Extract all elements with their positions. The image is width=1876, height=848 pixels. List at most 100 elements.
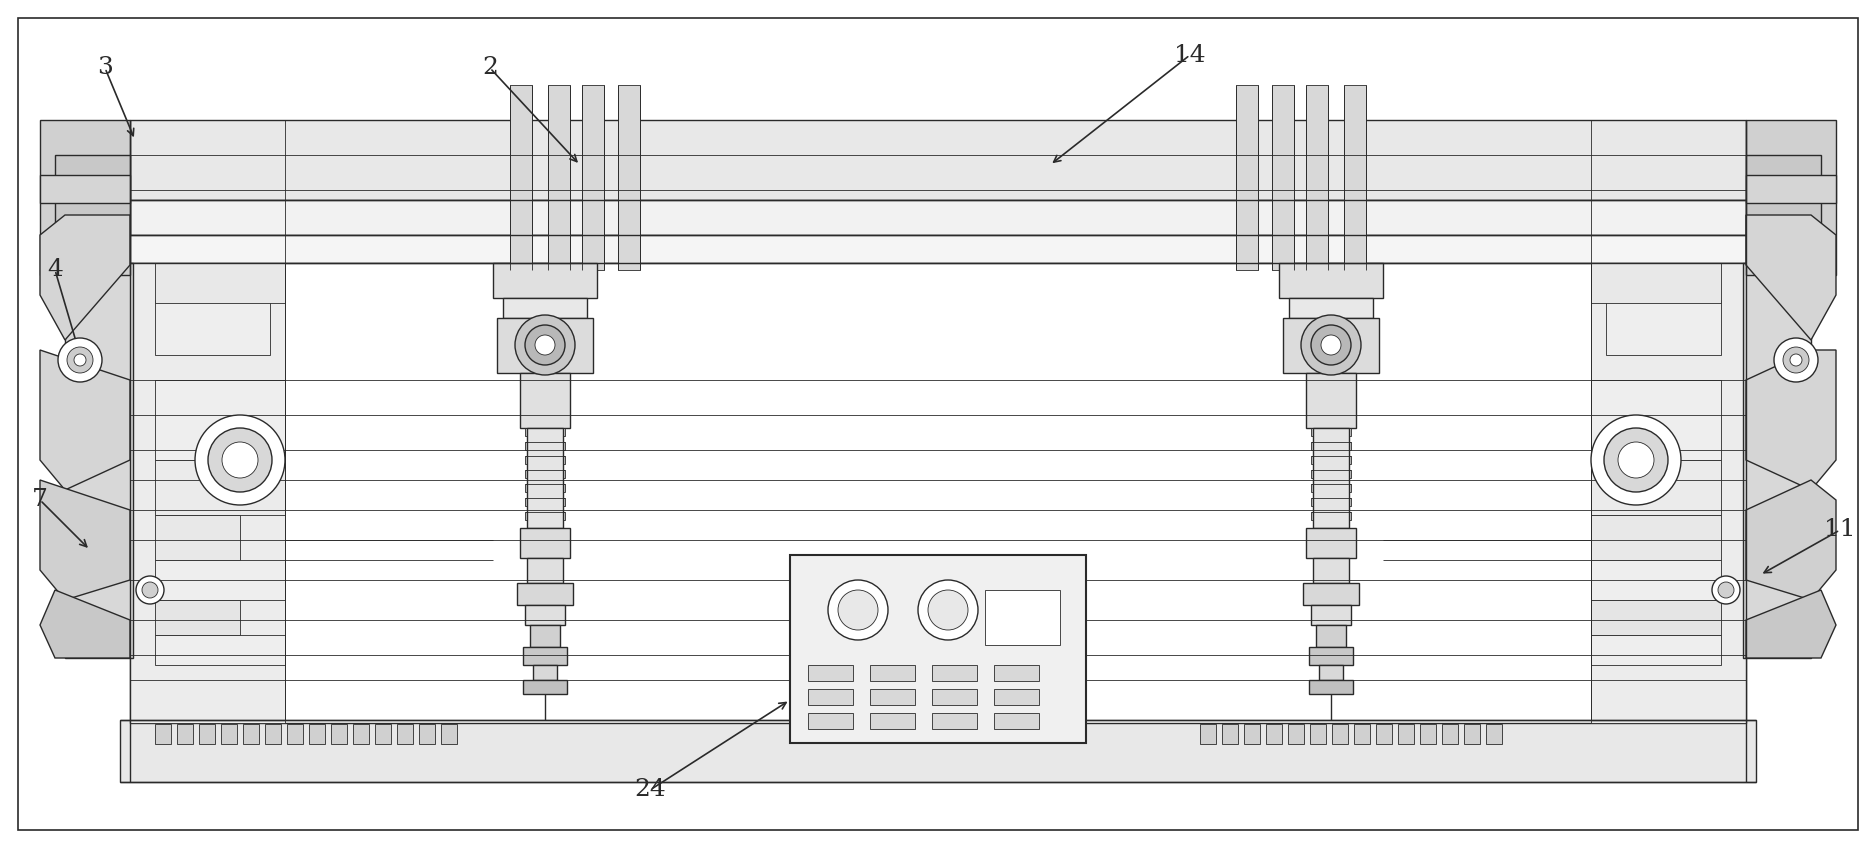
Bar (1311, 470, 1351, 478)
Bar (1747, 155, 1822, 235)
Bar (582, 85, 604, 270)
Bar (287, 724, 304, 744)
Polygon shape (39, 590, 129, 658)
Circle shape (68, 347, 94, 373)
Bar (525, 498, 565, 506)
Polygon shape (1747, 350, 1837, 490)
Bar (1591, 560, 1720, 600)
Bar (418, 724, 435, 744)
Bar (1283, 318, 1379, 373)
Bar (497, 318, 593, 373)
Circle shape (1617, 442, 1655, 478)
Bar (1311, 512, 1351, 520)
Bar (156, 600, 240, 635)
Bar (330, 724, 347, 744)
Bar (617, 85, 640, 270)
Bar (1221, 724, 1238, 744)
Circle shape (1775, 338, 1818, 382)
Bar (525, 456, 565, 464)
Bar (527, 428, 563, 528)
Bar (1244, 724, 1261, 744)
Bar (265, 724, 281, 744)
Bar (1309, 647, 1353, 665)
Bar (809, 713, 854, 729)
Bar (1591, 600, 1720, 635)
Bar (518, 583, 572, 605)
Bar (244, 724, 259, 744)
Polygon shape (1747, 480, 1837, 600)
Bar (1747, 120, 1837, 275)
Circle shape (1718, 582, 1733, 598)
Bar (932, 665, 977, 681)
Bar (1311, 456, 1351, 464)
Circle shape (1713, 576, 1741, 604)
Bar (527, 558, 563, 583)
Bar (525, 470, 565, 478)
Bar (156, 460, 285, 515)
Bar (1343, 85, 1366, 270)
Bar (525, 512, 565, 520)
Bar (870, 665, 915, 681)
Bar (525, 428, 565, 436)
Bar (156, 724, 171, 744)
Bar (221, 724, 236, 744)
Bar (985, 590, 1060, 645)
Bar (809, 665, 854, 681)
Bar (199, 724, 216, 744)
Bar (375, 724, 390, 744)
Circle shape (195, 415, 285, 505)
Bar (156, 300, 270, 355)
Circle shape (73, 354, 86, 366)
Bar (1486, 724, 1503, 744)
Bar (129, 263, 1747, 723)
Bar (870, 713, 915, 729)
Bar (1311, 442, 1351, 450)
Bar (39, 120, 129, 275)
Bar (493, 263, 597, 298)
Bar (548, 85, 570, 270)
Circle shape (1790, 354, 1803, 366)
Bar (994, 713, 1039, 729)
Bar (176, 724, 193, 744)
Circle shape (1591, 415, 1681, 505)
Bar (1332, 724, 1349, 744)
Bar (1398, 724, 1415, 744)
Bar (531, 625, 561, 647)
Circle shape (1782, 347, 1808, 373)
Circle shape (535, 335, 555, 355)
Circle shape (208, 428, 272, 492)
Bar (932, 713, 977, 729)
Bar (525, 442, 565, 450)
Bar (156, 560, 285, 600)
Bar (1591, 263, 1747, 723)
Text: 14: 14 (1174, 43, 1206, 66)
Bar (1443, 724, 1458, 744)
Bar (809, 689, 854, 705)
Bar (1309, 724, 1326, 744)
Bar (1420, 724, 1435, 744)
Bar (1289, 724, 1304, 744)
Bar (1272, 85, 1294, 270)
Text: 7: 7 (32, 488, 49, 511)
Circle shape (827, 580, 887, 640)
Bar (66, 263, 133, 658)
Circle shape (143, 582, 158, 598)
Bar (129, 235, 1747, 263)
Bar (441, 724, 458, 744)
Bar (1309, 680, 1353, 694)
Circle shape (58, 338, 101, 382)
Bar (398, 724, 413, 744)
Bar (525, 484, 565, 492)
Bar (1591, 515, 1720, 560)
Bar (523, 680, 567, 694)
Polygon shape (39, 480, 129, 600)
Circle shape (917, 580, 977, 640)
Polygon shape (1747, 215, 1837, 340)
Bar (870, 689, 915, 705)
Bar (1313, 428, 1349, 528)
Circle shape (221, 442, 259, 478)
Circle shape (516, 315, 576, 375)
Bar (1266, 724, 1281, 744)
Bar (503, 298, 587, 318)
Polygon shape (1747, 590, 1837, 658)
